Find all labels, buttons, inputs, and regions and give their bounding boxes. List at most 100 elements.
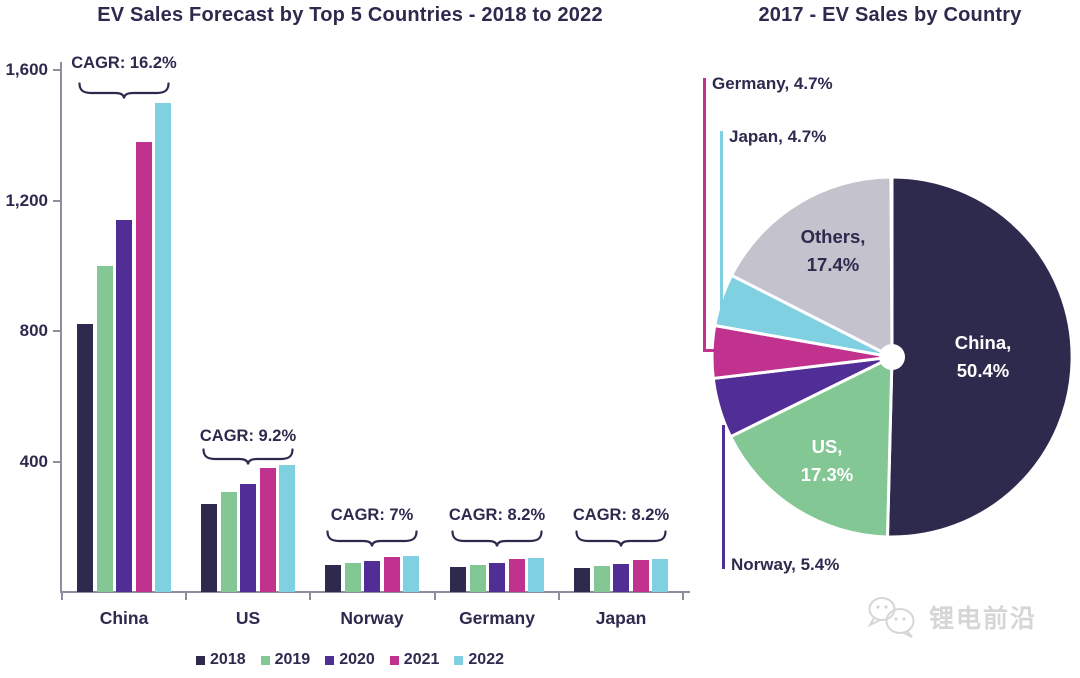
watermark-text: 锂电前沿 — [929, 605, 1038, 633]
cagr-label-japan: CAGR: 8.2% — [572, 506, 670, 524]
bar-2021-norway — [383, 557, 400, 592]
legend-swatch-2021 — [389, 655, 399, 665]
category-label-china: China — [99, 608, 149, 628]
y-tick-label: 800 — [19, 321, 48, 340]
bar-2021-us — [259, 468, 276, 592]
pie-chart-title: 2017 - EV Sales by Country — [758, 4, 1022, 26]
pie-chart — [700, 165, 1080, 575]
cagr-label-us: CAGR: 9.2% — [199, 427, 297, 445]
category-label-us: US — [235, 608, 261, 628]
bar-2021-germany — [508, 559, 525, 592]
bar-2019-germany — [469, 564, 486, 592]
bar-2020-norway — [364, 560, 380, 592]
cagr-brace-us — [202, 448, 294, 465]
leader-line-germany — [703, 78, 706, 352]
category-label-germany: Germany — [459, 608, 535, 628]
bar-2018-us — [201, 503, 217, 592]
bar-chart-legend: 2018 2019 2020 2021 2022 — [0, 651, 700, 669]
bar-2018-china — [77, 324, 93, 592]
pie-label-line: China, — [954, 332, 1012, 353]
wechat-bubbles-icon — [867, 597, 915, 638]
cagr-brace-japan — [575, 530, 667, 547]
pie-center-hole — [879, 344, 905, 370]
legend-label: 2019 — [274, 651, 311, 668]
pie-label-china: China, 50.4% — [913, 329, 1053, 385]
x-tick — [185, 592, 187, 600]
cagr-label-china: CAGR: 16.2% — [71, 54, 177, 72]
bar-2022-china — [155, 102, 171, 592]
pie-label-others: Others, 17.4% — [763, 223, 903, 279]
cagr-label-norway: CAGR: 7% — [330, 506, 414, 524]
pie-label-line: US, — [811, 436, 843, 457]
legend-swatch-2019 — [260, 655, 270, 665]
bar-2018-norway — [325, 564, 341, 592]
pie-label-line: 17.4% — [806, 254, 860, 275]
category-label-japan: Japan — [595, 608, 647, 628]
pie-label-line: 50.4% — [956, 360, 1010, 381]
bar-2022-norway — [403, 556, 419, 592]
y-tick — [53, 460, 61, 463]
legend-label: 2021 — [403, 651, 440, 668]
x-tick — [682, 592, 684, 600]
x-tick — [433, 592, 436, 600]
pie-slice-us — [729, 355, 894, 539]
y-tick — [53, 69, 61, 71]
cagr-brace-norway — [326, 530, 418, 547]
x-axis-line — [60, 591, 690, 593]
x-tick — [558, 592, 560, 600]
leader-stub-germany — [703, 349, 718, 352]
bar-2019-china — [96, 265, 113, 592]
bar-2021-japan — [632, 560, 649, 592]
y-tick-label: 1,600 — [5, 60, 48, 79]
bar-2020-china — [116, 220, 132, 592]
bar-2020-germany — [489, 562, 505, 592]
bar-2018-japan — [574, 568, 590, 592]
legend-swatch-2020 — [325, 655, 335, 665]
legend-label: 2018 — [210, 651, 246, 668]
y-tick — [53, 330, 61, 332]
pie-label-line: 17.3% — [800, 464, 854, 485]
y-tick — [53, 199, 61, 202]
legend-swatch-2018 — [196, 655, 206, 665]
bar-2022-us — [279, 464, 295, 592]
pie-label-us: US, 17.3% — [757, 433, 897, 489]
bar-2019-us — [220, 492, 237, 592]
y-axis-line — [60, 62, 62, 593]
y-tick-label: 400 — [19, 451, 48, 471]
bar-2021-china — [135, 141, 152, 592]
legend-label: 2022 — [468, 651, 504, 668]
bar-2018-germany — [450, 567, 466, 592]
pie-slice-china — [885, 175, 1074, 539]
y-tick-label: 1,200 — [5, 190, 48, 210]
bar-chart: 1,600 1,200 800 400 China US Norway Germany Japa… — [0, 54, 700, 669]
pie-label-germany: Germany, 4.7% — [712, 74, 833, 93]
cagr-brace-china — [78, 82, 170, 99]
legend-item-2022: 2022 — [454, 651, 504, 669]
bar-2022-germany — [528, 558, 544, 592]
bar-2020-japan — [613, 563, 629, 592]
legend-item-2018: 2018 — [196, 651, 246, 669]
pie-slice-others — [730, 175, 894, 359]
legend-swatch-2022 — [454, 655, 464, 665]
bar-2022-japan — [652, 559, 668, 592]
pie-label-japan: Japan, 4.7% — [729, 127, 827, 146]
legend-label: 2020 — [339, 651, 375, 668]
cagr-brace-germany — [451, 530, 543, 547]
leader-line-japan — [720, 131, 723, 318]
pie-label-line: Others, — [800, 226, 866, 247]
x-tick — [309, 592, 311, 600]
pie-svg — [710, 175, 1074, 539]
pie-label-norway: Norway, 5.4% — [731, 555, 840, 574]
category-label-norway: Norway — [340, 608, 404, 628]
bar-2019-japan — [593, 565, 610, 592]
cagr-label-germany: CAGR: 8.2% — [448, 506, 546, 524]
leader-line-norway — [722, 425, 725, 569]
bar-2020-us — [240, 484, 256, 592]
legend-item-2021: 2021 — [389, 651, 440, 669]
bar-2019-norway — [344, 562, 361, 592]
legend-item-2020: 2020 — [325, 651, 375, 669]
bar-chart-title: EV Sales Forecast by Top 5 Countries - 2… — [97, 4, 603, 26]
watermark: 锂电前沿 — [866, 594, 1037, 640]
x-tick — [61, 592, 63, 600]
